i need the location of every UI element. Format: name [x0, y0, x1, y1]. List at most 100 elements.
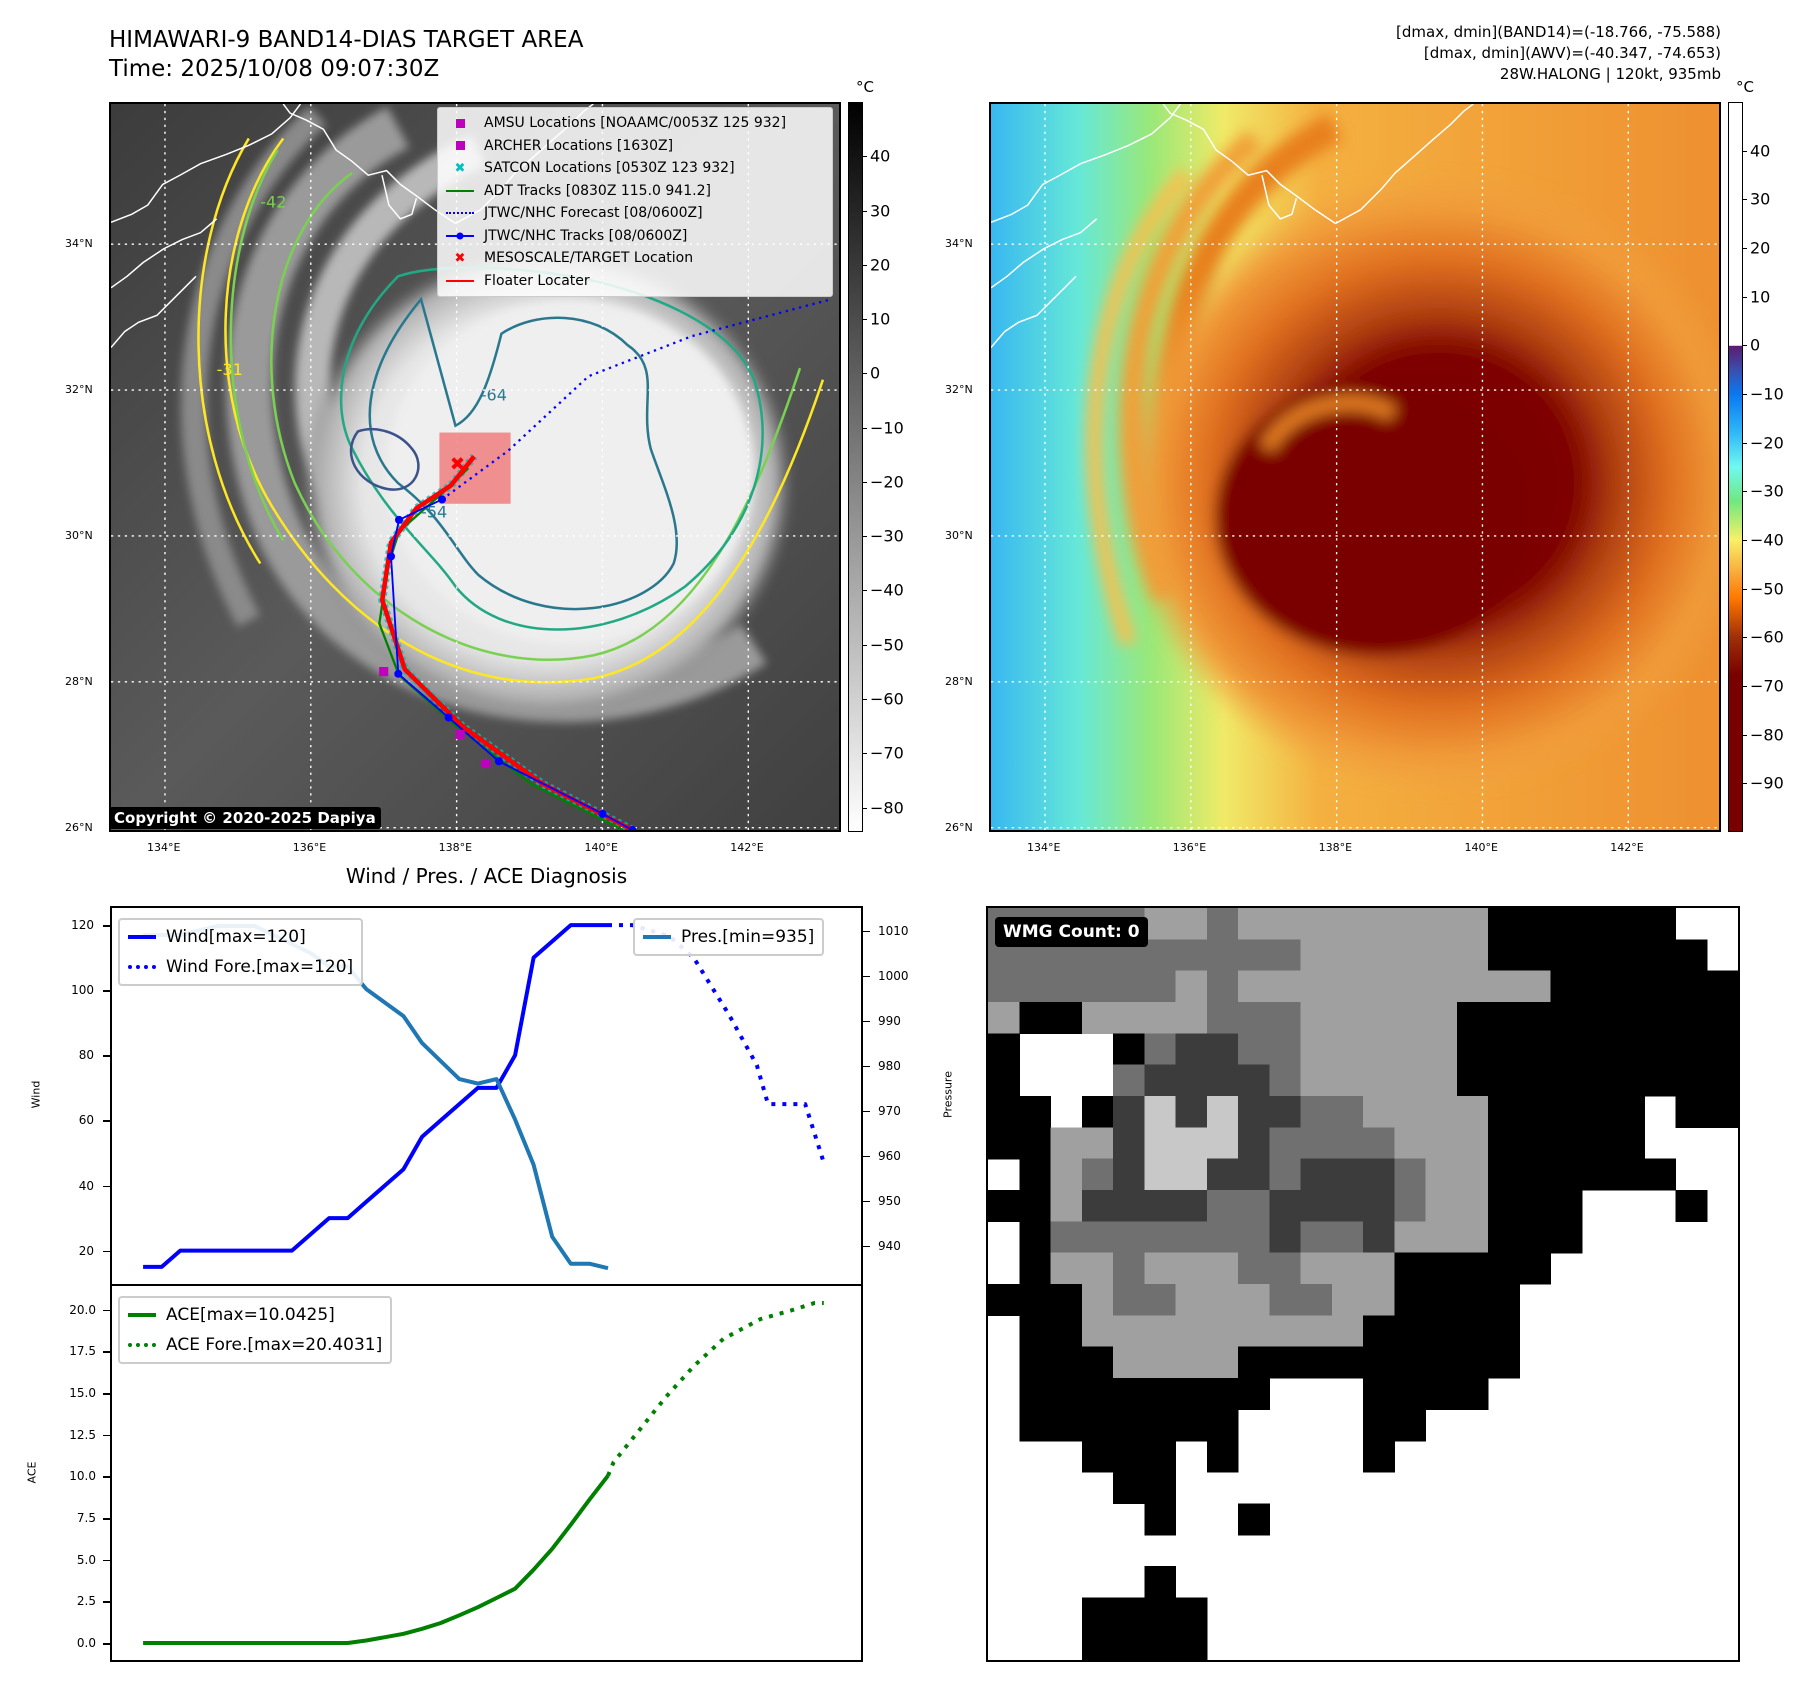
wmg-cell: [1144, 1346, 1177, 1379]
wmg-cell: [1363, 1064, 1395, 1097]
wmg-cell: [1363, 1190, 1395, 1222]
wmg-cell: [1175, 908, 1208, 940]
wmg-cell: [1331, 1284, 1364, 1316]
wmg-cell: [1050, 1127, 1083, 1160]
colorbar-tick-label: −80: [870, 798, 904, 818]
pressure-tick: [863, 1200, 870, 1203]
wmg-cell: [1081, 1096, 1114, 1128]
wmg-cell: [1519, 1096, 1552, 1128]
ace-line: [143, 1474, 610, 1645]
legend-jtwc-tracks: JTWC/NHC Tracks [08/0600Z]: [446, 225, 824, 248]
wmg-cell: [1175, 1628, 1208, 1661]
wmg-cell: [1613, 1002, 1645, 1034]
colorbar-tick-label: −30: [870, 526, 904, 546]
wmg-cell: [1488, 1284, 1520, 1316]
wmg-cell: [1363, 1158, 1395, 1191]
wmg-cell: [1113, 1409, 1145, 1442]
wmg-cell: [1613, 1096, 1645, 1128]
wmg-cell: [1050, 1315, 1083, 1348]
legend-label: ACE[max=10.0425]: [166, 1305, 335, 1325]
wmg-cell: [1144, 1127, 1177, 1160]
wmg-cell: [1206, 1315, 1239, 1348]
wmg-cell: [1269, 939, 1302, 972]
wmg-cell: [1269, 1190, 1302, 1222]
wmg-cell: [1425, 939, 1458, 972]
ace-tick-label: 5.0: [76, 1552, 96, 1567]
wmg-cell: [1206, 1096, 1239, 1128]
wmg-cell: [1425, 1221, 1458, 1254]
wmg-cell: [1488, 1190, 1520, 1222]
wmg-cell: [1550, 1033, 1583, 1066]
wmg-cell: [1300, 1158, 1333, 1191]
wmg-cell: [1144, 1002, 1177, 1034]
pressure-legend: Pres.[min=935]: [633, 918, 825, 956]
wmg-cell: [1238, 1315, 1270, 1348]
wmg-cell: [1394, 1064, 1427, 1097]
wmg-cell: [1331, 939, 1364, 972]
longitude-tick-label: 134°E: [1026, 841, 1061, 854]
wmg-cell: [1394, 1096, 1427, 1128]
wmg-cell: [1269, 1033, 1302, 1066]
wmg-cell: [1706, 1033, 1739, 1066]
colorbar-tick-label: 40: [1750, 141, 1771, 161]
jtwc-track-point: [628, 825, 637, 830]
green-line-icon: [128, 1313, 156, 1317]
wmg-cell: [1144, 1315, 1177, 1348]
wmg-cell: [1206, 908, 1239, 940]
colorbar-tick-label: 40: [870, 146, 891, 166]
enhanced-ir-map: [991, 104, 1719, 830]
wmg-cell: [1050, 1409, 1083, 1442]
wmg-cell: [1488, 1127, 1520, 1160]
temperature-contours: [197, 137, 825, 684]
pressure-axis-label: Pressure: [941, 1071, 955, 1118]
bd-map-panel: [989, 102, 1721, 832]
wmg-cell: [1113, 1252, 1145, 1285]
wmg-cell: [1394, 1284, 1427, 1316]
pressure-tick-label: 990: [878, 1013, 901, 1028]
wmg-cell: [1550, 1096, 1583, 1128]
pressure-tick-label: 970: [878, 1103, 901, 1118]
wmg-cell: [1456, 1064, 1489, 1097]
wmg-cell: [1175, 1252, 1208, 1285]
pressure-tick-label: 940: [878, 1238, 901, 1253]
wmg-cell: [1363, 1002, 1395, 1034]
wmg-cell: [1300, 1346, 1333, 1379]
ace-legend: ACE[max=10.0425] ACE Fore.[max=20.4031]: [118, 1296, 393, 1364]
ace-tick: [103, 1643, 110, 1645]
longitude-tick-label: 142°E: [730, 841, 764, 854]
wmg-cell: [1144, 908, 1177, 940]
wmg-cell: [1238, 1503, 1270, 1536]
ace-tick-label: 17.5: [69, 1344, 96, 1359]
wmg-cell: [1519, 939, 1552, 972]
wmg-cell: [1144, 970, 1177, 1003]
colorbar-tick: [863, 807, 867, 809]
wmg-cell: [1519, 1221, 1552, 1254]
wmg-cell: [1425, 1002, 1458, 1034]
wmg-cell: [1081, 1440, 1114, 1473]
colorbar-tick: [863, 699, 867, 701]
wmg-cell: [1550, 970, 1583, 1003]
wmg-cell: [988, 1064, 1020, 1097]
wmg-cell: [1300, 1190, 1333, 1222]
coastline: [111, 218, 218, 289]
ace-plot: [143, 1301, 824, 1645]
legend-label: Floater Locater: [484, 272, 590, 289]
colorbar-tick-label: 0: [870, 363, 881, 383]
wmg-cell: [1019, 1002, 1052, 1034]
wmg-cell: [1175, 1096, 1208, 1128]
wmg-cell: [1019, 1409, 1052, 1442]
wmg-cell: [1144, 1284, 1177, 1316]
colorbar-tick: [1743, 588, 1747, 590]
wmg-cell: [1581, 1127, 1614, 1160]
legend-label: MESOSCALE/TARGET Location: [484, 250, 694, 267]
title-line: HIMAWARI-9 BAND14-DIAS TARGET AREA: [109, 27, 584, 53]
wind-legend: Wind[max=120] Wind Fore.[max=120]: [118, 918, 364, 986]
wmg-cell: [1456, 970, 1489, 1003]
wmg-cell: [1519, 1064, 1552, 1097]
wmg-cell: [1238, 1221, 1270, 1254]
wmg-cell: [1581, 1158, 1614, 1191]
wind-tick-label: 60: [78, 1113, 94, 1128]
wmg-cell: [1144, 1628, 1177, 1661]
wmg-cell: [1113, 1190, 1145, 1222]
colorbar-tick-label: −70: [870, 743, 904, 763]
